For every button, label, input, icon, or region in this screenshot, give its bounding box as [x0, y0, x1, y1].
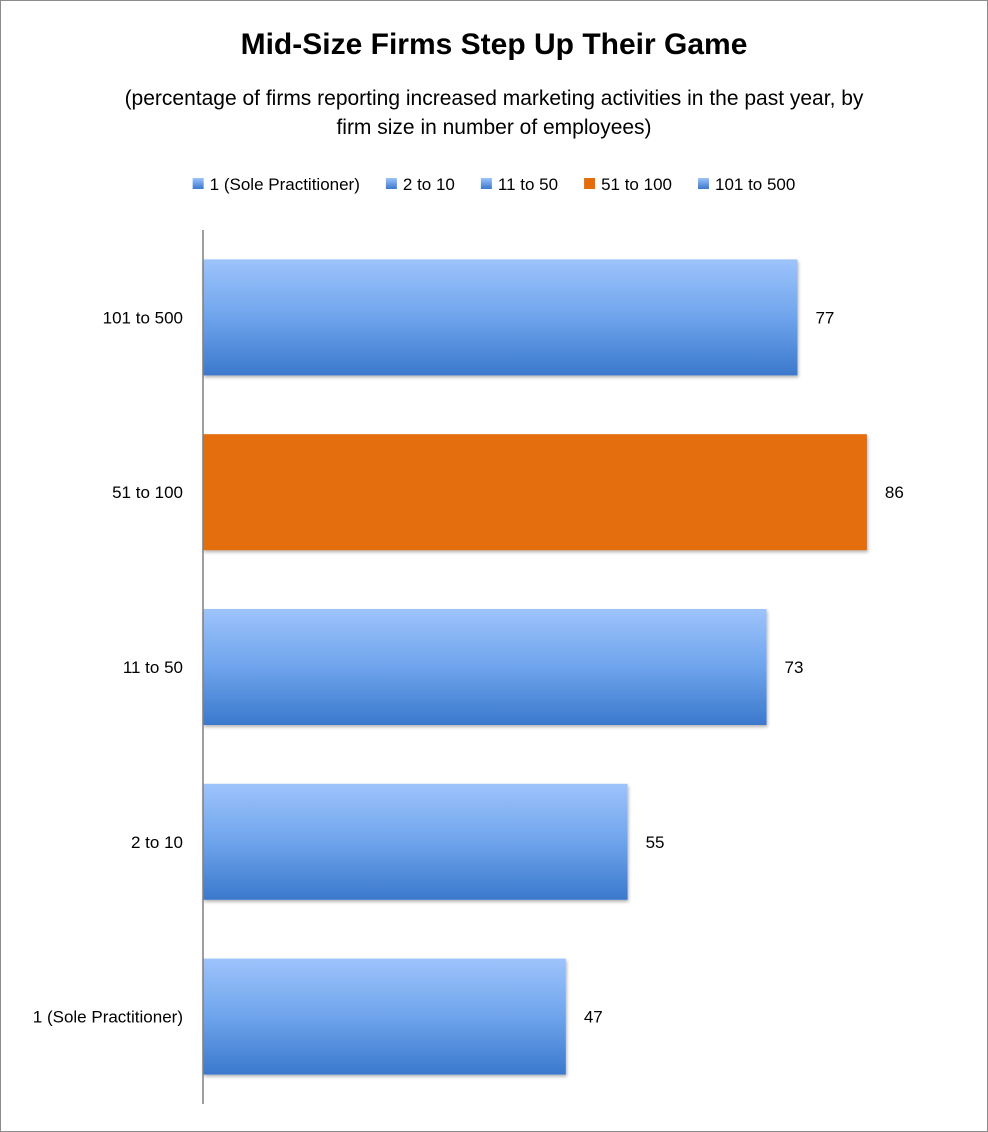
legend-swatch-101-to-500: [697, 178, 709, 189]
data-label-51-to-100: 86: [885, 483, 904, 502]
legend-label-2-to-10: 2 to 10: [403, 175, 455, 194]
legend-label-1-sole-practitioner: 1 (Sole Practitioner): [210, 175, 360, 194]
chart-legend: 1 (Sole Practitioner) 2 to 10 11 to 50 51 t…: [192, 175, 795, 194]
bar-51-to-100: [203, 434, 867, 551]
legend-swatch-1-sole-practitioner: [192, 178, 204, 189]
data-label-101-to-500: 77: [815, 308, 834, 327]
legend-swatch-2-to-10: [385, 178, 397, 189]
legend-swatch-51-to-100: [584, 178, 596, 189]
data-label-11-to-50: 73: [785, 658, 804, 677]
bar-101-to-500: [203, 259, 798, 376]
category-label-51-to-100: 51 to 100: [112, 483, 183, 502]
legend-label-101-to-500: 101 to 500: [715, 175, 795, 194]
bar-1-sole-practitioner: [203, 958, 566, 1075]
legend-label-51-to-100: 51 to 100: [601, 175, 672, 194]
legend-label-11-to-50: 11 to 50: [498, 175, 558, 194]
bar-11-to-50: [203, 609, 767, 725]
category-label-1-sole-practitioner: 1 (Sole Practitioner): [33, 1008, 183, 1027]
chart-subtitle: (percentage of firms reporting increased…: [124, 87, 864, 139]
category-label-101-to-500: 101 to 500: [103, 308, 183, 327]
category-label-11-to-50: 11 to 50: [123, 658, 183, 677]
data-label-2-to-10: 55: [646, 833, 665, 852]
chart-title: Mid-Size Firms Step Up Their Game: [240, 28, 748, 61]
category-label-2-to-10: 2 to 10: [131, 833, 183, 852]
data-label-1-sole-practitioner: 47: [584, 1008, 603, 1027]
bar-2-to-10: [203, 783, 628, 900]
legend-swatch-11-to-50: [480, 178, 492, 189]
